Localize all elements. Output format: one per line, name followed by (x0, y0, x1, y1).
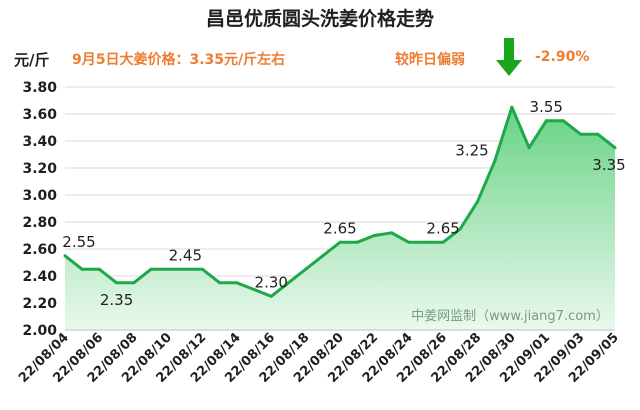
data-point (166, 267, 170, 271)
data-point (321, 254, 325, 258)
page-title: 昌邑优质圆头洗姜价格走势 (205, 8, 434, 30)
y-tick-label: 2.00 (22, 323, 57, 339)
price-note: 9月5日大姜价格：3.35元/斤左右 (72, 52, 286, 68)
data-point (424, 240, 428, 244)
data-label: 2.65 (426, 219, 459, 237)
data-point (613, 146, 617, 150)
data-point (390, 231, 394, 235)
data-point (561, 119, 565, 123)
data-point (218, 281, 222, 285)
data-label: 2.30 (255, 273, 288, 291)
y-tick-label: 2.80 (22, 215, 57, 231)
trend-label: 较昨日偏弱 (395, 52, 465, 68)
data-point (458, 227, 462, 231)
data-point (372, 234, 376, 237)
data-point (132, 281, 136, 285)
data-point (252, 288, 256, 291)
data-label: 2.35 (100, 291, 133, 309)
y-tick-label: 3.00 (22, 188, 57, 204)
y-tick-label: 3.80 (22, 80, 57, 96)
trend-change: -2.90% (535, 49, 590, 65)
data-point (183, 267, 187, 271)
data-point (235, 281, 239, 285)
data-point (201, 267, 204, 271)
data-point (286, 281, 290, 285)
data-point (441, 240, 445, 244)
watermark: 中姜网监制（www.jiang7.com） (411, 309, 609, 324)
data-point (407, 240, 411, 244)
data-point (596, 132, 600, 136)
data-point (80, 267, 84, 271)
data-point (493, 159, 497, 163)
unit-label: 元/斤 (14, 51, 50, 69)
down-arrow-icon (496, 38, 522, 76)
data-label: 3.55 (530, 98, 563, 116)
data-point (149, 267, 153, 271)
data-label: 2.55 (62, 233, 95, 251)
y-tick-label: 2.40 (22, 269, 57, 285)
data-point (115, 281, 119, 285)
y-tick-label: 3.20 (22, 161, 57, 177)
y-tick-label: 3.40 (22, 134, 57, 150)
data-point (544, 119, 548, 123)
price-area (65, 107, 615, 330)
data-point (63, 254, 67, 258)
y-tick-label: 3.60 (22, 107, 57, 123)
data-point (269, 294, 273, 298)
y-tick-label: 2.60 (22, 242, 57, 258)
data-label: 3.25 (455, 141, 488, 159)
data-point (355, 240, 359, 244)
data-point (304, 267, 308, 271)
data-point (338, 240, 342, 244)
data-point (510, 105, 514, 109)
data-point (579, 132, 583, 136)
data-point (476, 200, 479, 204)
data-point (97, 267, 101, 271)
data-label: 3.35 (592, 156, 625, 174)
data-point (527, 146, 531, 150)
y-tick-label: 2.20 (22, 296, 57, 312)
data-label: 2.65 (323, 219, 356, 237)
data-label: 2.45 (169, 246, 202, 264)
